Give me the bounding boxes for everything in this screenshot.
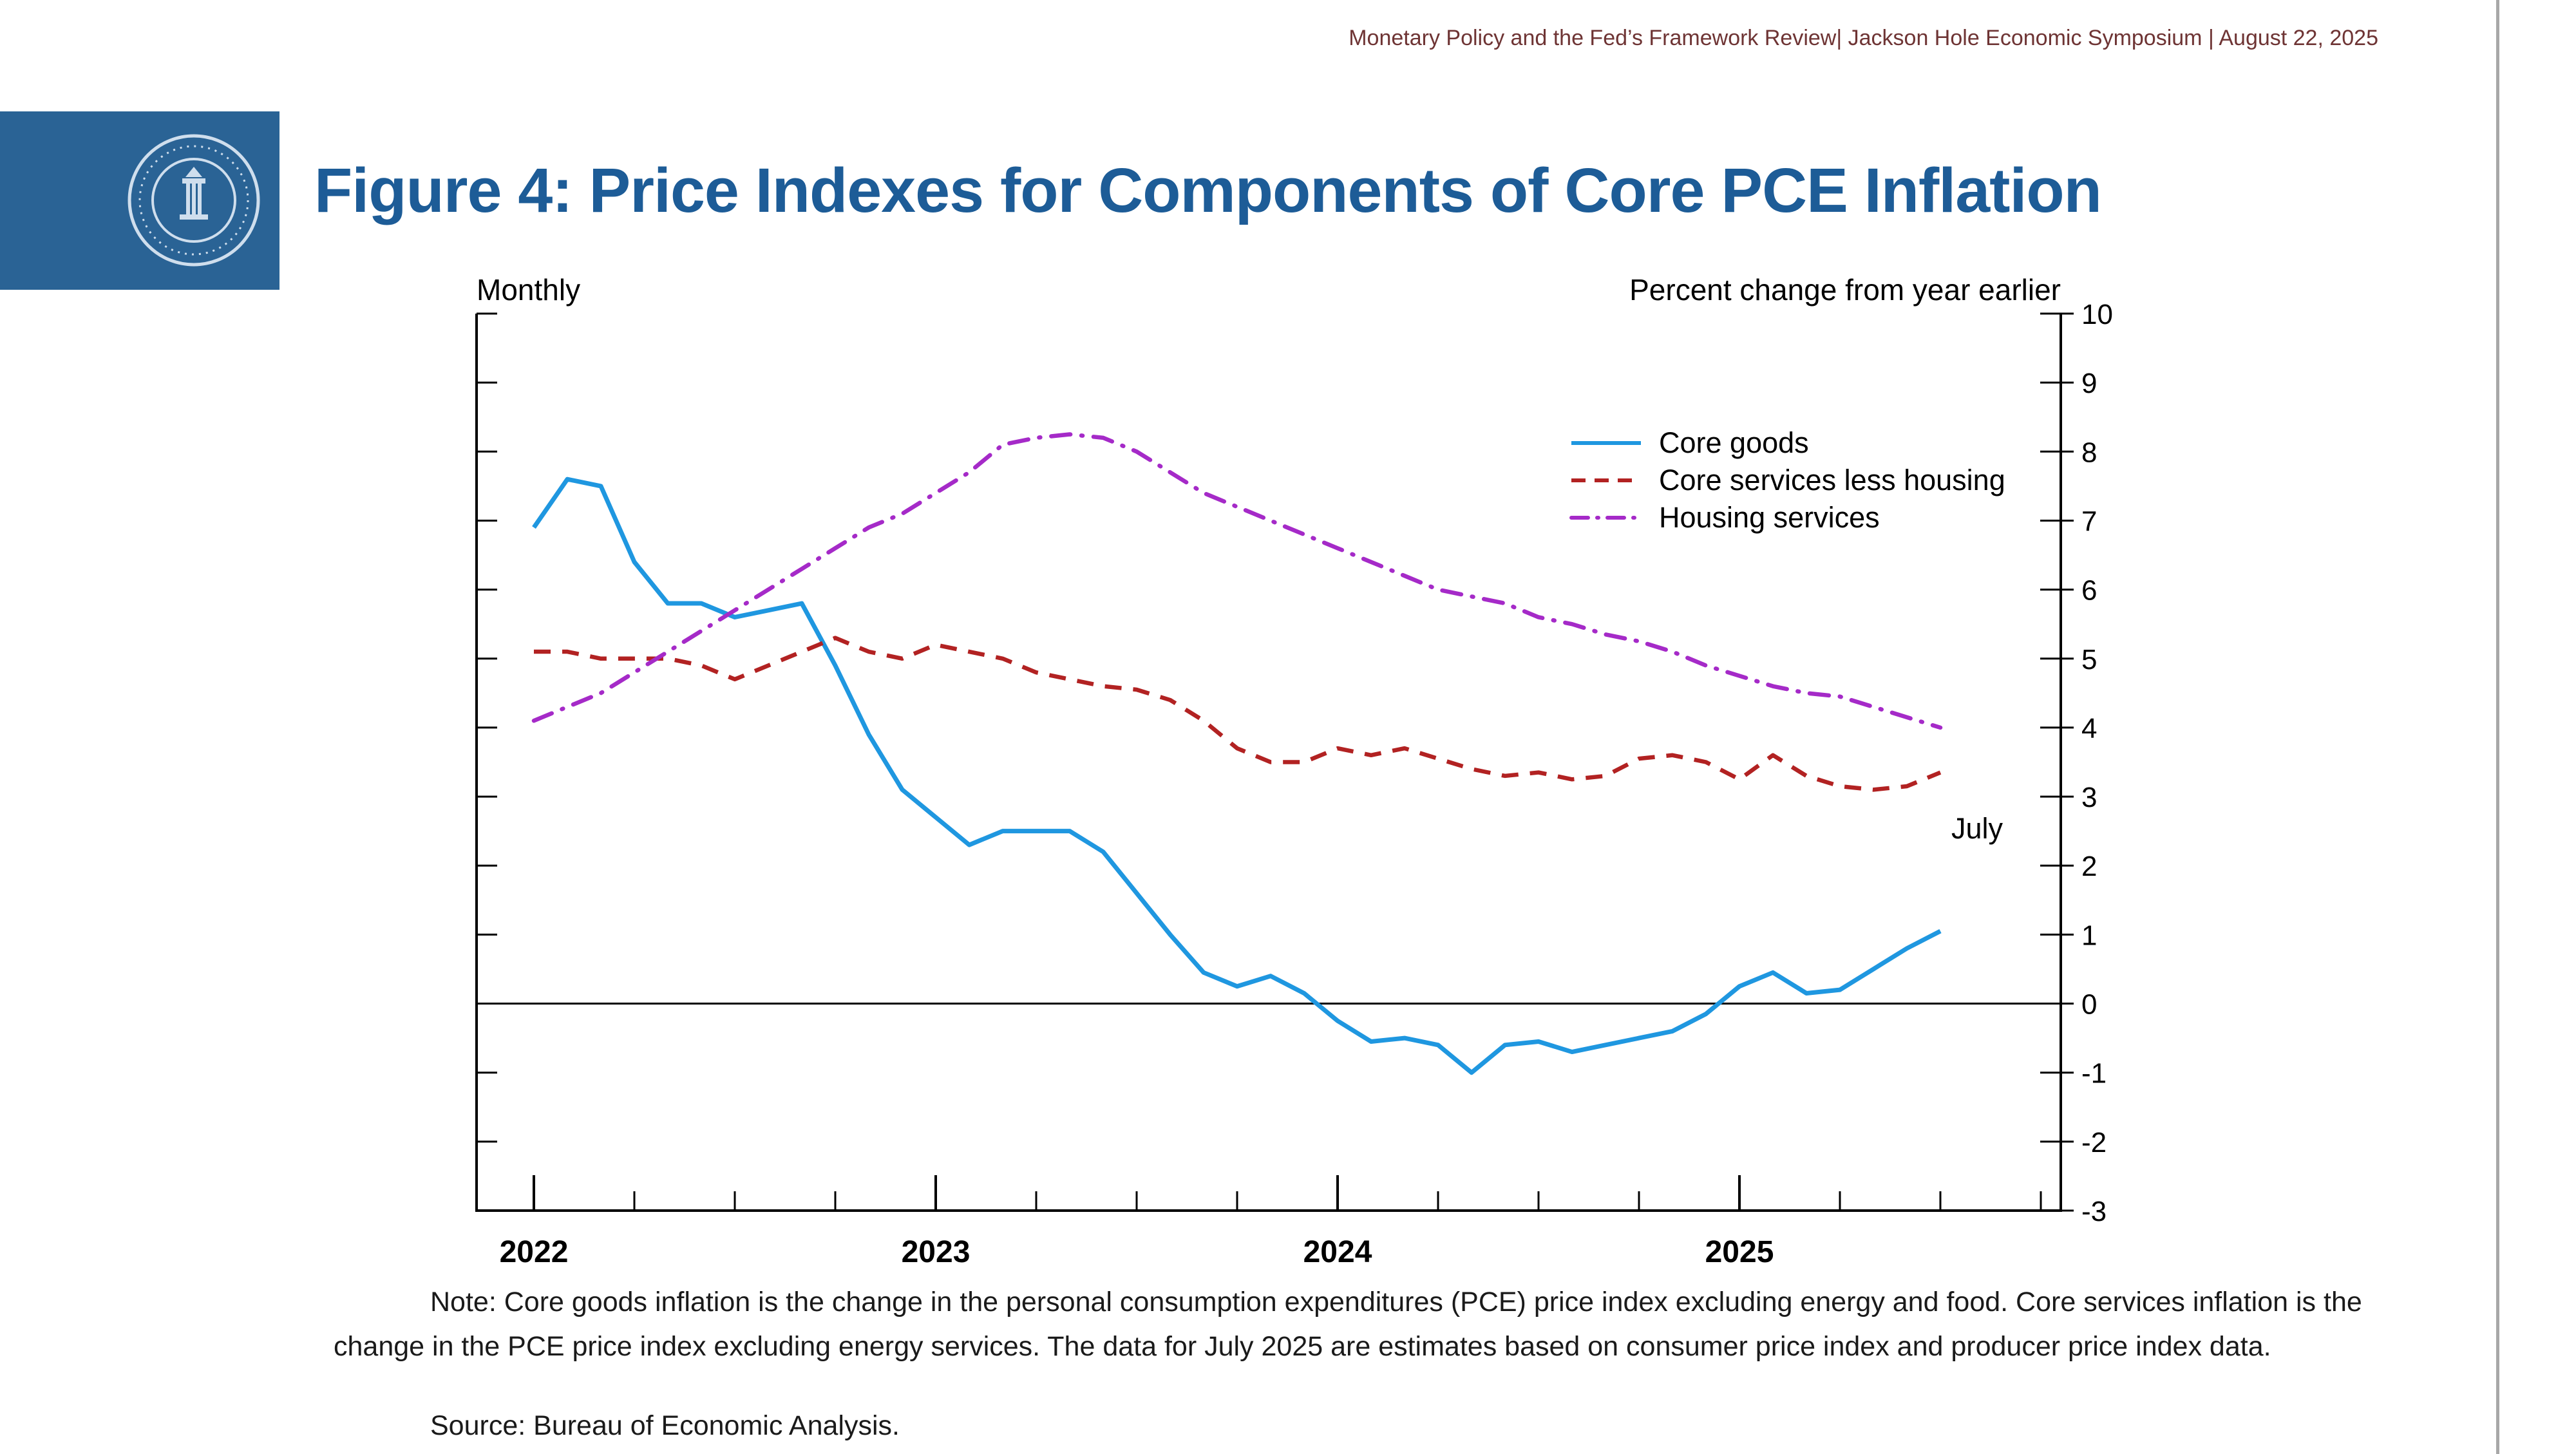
y-tick-label: 3 [2081,782,2097,813]
y-tick-label: -2 [2081,1127,2107,1158]
series-housing-services-line [531,432,1943,730]
right-edge-divider [2496,0,2499,1454]
y-tick-label: 9 [2081,368,2097,399]
y-tick-label: 4 [2081,713,2097,744]
legend-label: Core services less housing [1659,464,2005,496]
fed-seal-background [0,111,279,290]
header-citation: Monetary Policy and the Fed’s Framework … [1349,26,2378,50]
x-axis-year-label: 2023 [902,1235,971,1269]
y-tick-label: 10 [2081,299,2113,330]
source-text: Source: Bureau of Economic Analysis. [430,1410,900,1441]
y-tick-label: 6 [2081,575,2097,607]
fed-seal-inner-ring [151,158,236,243]
legend-label: Housing services [1659,501,1880,534]
y-tick-label: 7 [2081,505,2097,537]
fed-seal-outer-ring [128,134,260,267]
y-tick-label: 5 [2081,644,2097,675]
fed-seal-text-ring [138,145,249,256]
series-core-services-less-housing-line [534,636,1942,792]
x-axis-year-label: 2025 [1705,1235,1774,1269]
y-tick-label: 1 [2081,920,2097,951]
y-tick-label: -3 [2081,1196,2107,1227]
july-annotation: July [1951,812,2003,845]
legend-label: Core goods [1659,426,1809,459]
figure-title: Figure 4: Price Indexes for Components o… [314,155,2102,225]
fed-seal-eagle-emblem [180,167,208,220]
series-core-goods-line [532,477,1942,1075]
y-tick-label: -1 [2081,1058,2107,1090]
fed-seal-graphic [0,111,279,290]
y-tick-label: 8 [2081,437,2097,468]
x-axis-year-label: 2024 [1303,1235,1372,1269]
fed-seal [0,111,279,290]
monthly-label: Monthly [477,273,580,307]
x-axis-year-label: 2022 [500,1235,569,1269]
percent-change-label: Percent change from year earlier [1629,273,2061,307]
y-tick-label: 2 [2081,851,2097,882]
note-text: Note: Core goods inflation is the change… [334,1287,2362,1362]
y-tick-label: 0 [2081,989,2097,1021]
